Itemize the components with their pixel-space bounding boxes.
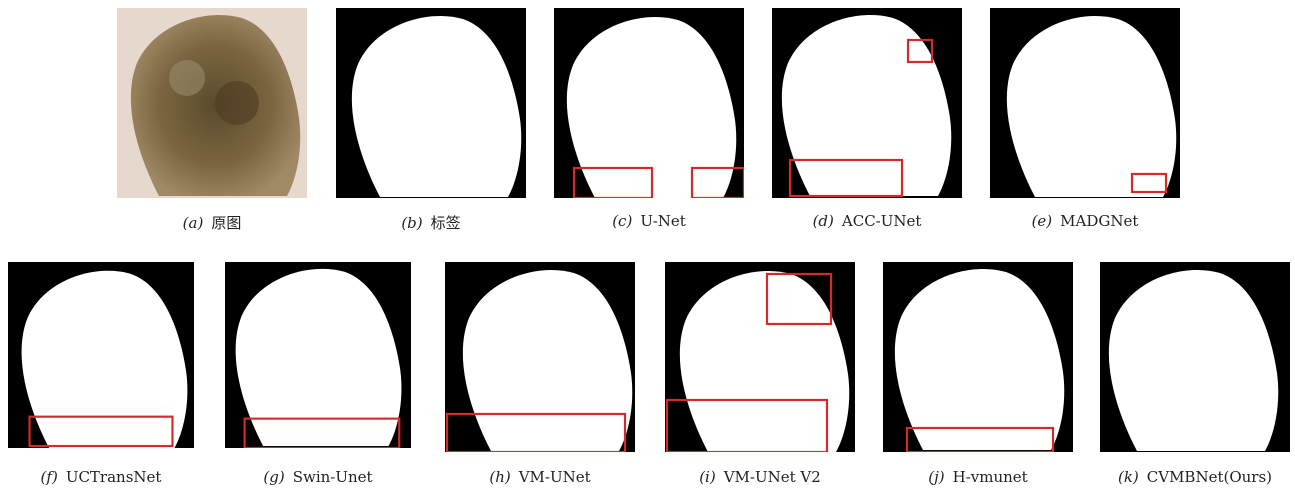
mask-image [554, 8, 744, 198]
caption: (c) U-Net [529, 212, 769, 230]
caption-name: Swin-Unet [293, 468, 373, 486]
caption-tag: (h) [489, 468, 510, 486]
caption-name: CVMBNet(Ours) [1147, 468, 1272, 486]
mask-image [8, 262, 194, 448]
figure: (a)原图(b)标签(c)U-Net(d)ACC-UNet(e)MADGNet(… [0, 0, 1295, 494]
caption-tag: (g) [263, 468, 284, 486]
caption-tag: (k) [1118, 468, 1139, 486]
caption-name: 标签 [431, 214, 461, 232]
caption: (h) VM-UNet [420, 468, 660, 486]
caption: (g) Swin-Unet [198, 468, 438, 486]
caption-name: VM-UNet [519, 468, 591, 486]
caption-name: H-vmunet [953, 468, 1028, 486]
caption: (j) H-vmunet [858, 468, 1098, 486]
mask-image [445, 262, 635, 452]
caption-name: MADGNet [1060, 212, 1138, 230]
caption-tag: (b) [401, 214, 422, 232]
caption: (b) 标签 [311, 212, 551, 233]
caption-name: U-Net [640, 212, 685, 230]
caption-tag: (e) [1032, 212, 1053, 230]
caption-name: ACC-UNet [842, 212, 922, 230]
caption-tag: (f) [41, 468, 58, 486]
caption-tag: (c) [612, 212, 632, 230]
caption-tag: (j) [928, 468, 944, 486]
caption-tag: (d) [813, 212, 834, 230]
mask-image [772, 8, 962, 198]
caption: (a) 原图 [92, 212, 332, 233]
original-image [117, 8, 307, 198]
caption-name: 原图 [211, 214, 241, 232]
caption: (k) CVMBNet(Ours) [1075, 468, 1295, 486]
caption-name: VM-UNet V2 [724, 468, 821, 486]
caption-tag: (i) [699, 468, 716, 486]
mask-image [990, 8, 1180, 198]
caption: (i) VM-UNet V2 [640, 468, 880, 486]
caption: (d) ACC-UNet [747, 212, 987, 230]
mask-image [225, 262, 411, 448]
caption: (f) UCTransNet [0, 468, 221, 486]
mask-image [336, 8, 526, 198]
mask-image [665, 262, 855, 452]
caption: (e) MADGNet [965, 212, 1205, 230]
mask-image [1100, 262, 1290, 452]
caption-name: UCTransNet [66, 468, 162, 486]
mask-image [883, 262, 1073, 452]
caption-tag: (a) [183, 214, 204, 232]
